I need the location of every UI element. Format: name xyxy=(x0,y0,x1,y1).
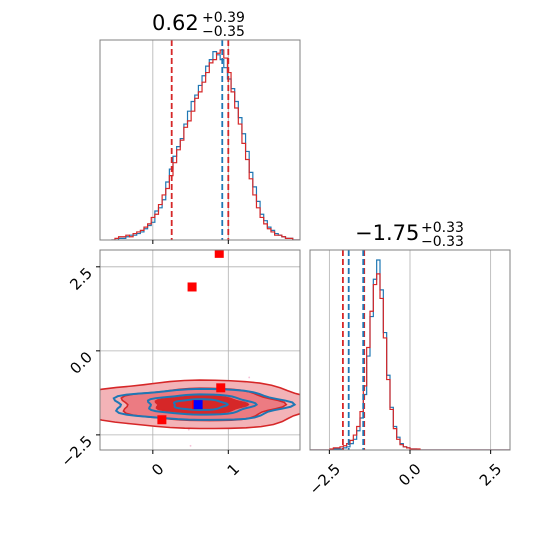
contour-panel: 0 1 −2.5 0.0 2.5 xyxy=(58,249,306,480)
sample-point xyxy=(65,392,67,394)
contour-panel-ytick-label: 2.5 xyxy=(66,264,96,294)
histogram-panel-2-xtick-label: 2.5 xyxy=(476,460,506,490)
histogram-panel-1-series-2 xyxy=(111,49,300,240)
title-param-1: 0.62 +0.39 −0.35 xyxy=(152,10,245,40)
contour-panel-xtick-label: 0 xyxy=(148,460,167,479)
contour-panel-ytick-label: 0.0 xyxy=(66,348,96,378)
histogram-panel-2-grid xyxy=(328,250,492,450)
contour-panel-content xyxy=(65,250,306,447)
contour-panel-xtick-label: 1 xyxy=(224,460,243,479)
title-param-1-value: 0.62 xyxy=(152,11,199,35)
sample-point xyxy=(189,444,192,447)
title-param-1-minus: −0.35 xyxy=(202,24,245,40)
blue-contour-outer xyxy=(112,387,297,421)
contour-panel-frame xyxy=(99,249,301,451)
histogram-panel-1-quantiles xyxy=(170,40,230,240)
histogram-panel-1 xyxy=(99,39,301,244)
red-square-marker xyxy=(187,282,197,292)
sample-point xyxy=(187,428,190,431)
sample-point xyxy=(304,404,306,406)
title-param-2-plus: +0.33 xyxy=(421,220,464,236)
blue-square-marker xyxy=(193,400,203,410)
histogram-panel-2: −2.5 0.0 2.5 xyxy=(306,249,511,499)
title-param-1-plus: +0.39 xyxy=(202,10,245,26)
histogram-panel-1-ticks xyxy=(152,240,229,244)
histogram-panel-2-xtick-label: 0.0 xyxy=(395,460,425,490)
histogram-panel-2-xtick-label: −2.5 xyxy=(306,460,344,498)
histogram-panel-1-frame xyxy=(99,39,301,241)
histogram-panel-2-ticks: −2.5 0.0 2.5 xyxy=(306,450,506,499)
histogram-panel-1-background xyxy=(100,40,300,240)
title-param-2-value: −1.75 xyxy=(355,221,419,245)
histogram-panel-2-series-2 xyxy=(310,273,510,450)
contour-panel-ytick-label: −2.5 xyxy=(58,432,96,470)
histogram-panel-1-series xyxy=(111,49,300,240)
red-square-marker xyxy=(157,415,167,425)
histogram-panel-2-series xyxy=(310,259,510,450)
blue-contour-middle xyxy=(146,393,259,416)
blue-contour-inner xyxy=(172,398,230,411)
sample-point xyxy=(248,376,251,379)
title-param-2: −1.75 +0.33 −0.33 xyxy=(355,220,464,250)
title-param-2-minus: −0.33 xyxy=(421,234,464,250)
red-square-marker xyxy=(216,383,226,393)
red-square-marker xyxy=(214,250,224,258)
histogram-panel-2-quantiles xyxy=(342,250,366,450)
